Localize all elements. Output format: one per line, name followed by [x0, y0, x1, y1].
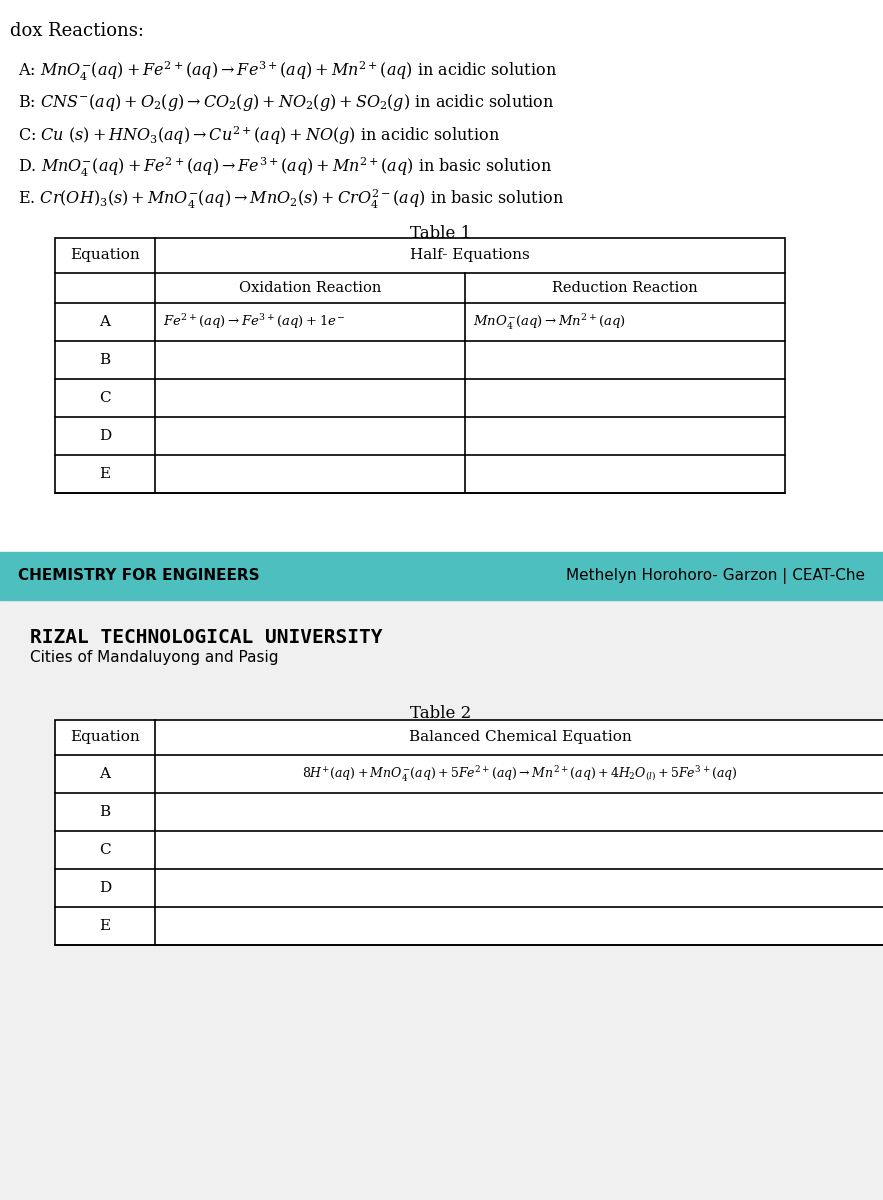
- Text: A: A: [100, 314, 110, 329]
- Text: dox Reactions:: dox Reactions:: [10, 22, 144, 40]
- Bar: [55, 720, 883, 946]
- Text: CHEMISTRY FOR ENGINEERS: CHEMISTRY FOR ENGINEERS: [18, 569, 260, 583]
- Text: Oxidation Reaction: Oxidation Reaction: [238, 281, 381, 295]
- Bar: [0, 0, 883, 600]
- Text: D. $MnO_4^{-}(aq) + Fe^{2+}(aq) \rightarrow Fe^{3+}(aq) + Mn^{2+}(aq)$ in basic : D. $MnO_4^{-}(aq) + Fe^{2+}(aq) \rightar…: [18, 156, 552, 179]
- Text: D: D: [99, 428, 111, 443]
- Text: C: C: [99, 391, 110, 404]
- Bar: [0, 600, 883, 1200]
- Text: $8H^{+}(aq) + MnO_4^{-}(aq) + 5Fe^{2+}(aq) \rightarrow Mn^{2+}(aq) + 4H_2O_{(l)}: $8H^{+}(aq) + MnO_4^{-}(aq) + 5Fe^{2+}(a…: [302, 764, 738, 784]
- Text: B: B: [100, 805, 110, 818]
- Text: Reduction Reaction: Reduction Reaction: [552, 281, 698, 295]
- Text: A: $MnO_4^{-}(aq) + Fe^{2+}(aq) \rightarrow Fe^{3+}(aq) + Mn^{2+}(aq)$ in acidic: A: $MnO_4^{-}(aq) + Fe^{2+}(aq) \rightar…: [18, 60, 557, 83]
- Text: D: D: [99, 881, 111, 895]
- Text: A: A: [100, 767, 110, 781]
- Text: Table 2: Table 2: [411, 704, 472, 722]
- Text: Equation: Equation: [70, 248, 140, 263]
- Text: Methelyn Horohoro- Garzon | CEAT-Che: Methelyn Horohoro- Garzon | CEAT-Che: [566, 568, 865, 584]
- Text: E. $Cr(OH)_3(s) + MnO_4^{-}(aq) \rightarrow MnO_2(s) + CrO_4^{2-}(aq)$ in basic : E. $Cr(OH)_3(s) + MnO_4^{-}(aq) \rightar…: [18, 188, 564, 211]
- Text: E: E: [100, 919, 110, 934]
- Text: Table 1: Table 1: [411, 226, 472, 242]
- Text: Equation: Equation: [70, 731, 140, 744]
- Text: Balanced Chemical Equation: Balanced Chemical Equation: [409, 731, 631, 744]
- Text: Cities of Mandaluyong and Pasig: Cities of Mandaluyong and Pasig: [30, 650, 278, 665]
- Text: Half- Equations: Half- Equations: [410, 248, 530, 263]
- Text: C: $Cu\ (s) + HNO_3(aq) \rightarrow Cu^{2+}(aq) + NO(g)$ in acidic solution: C: $Cu\ (s) + HNO_3(aq) \rightarrow Cu^{…: [18, 124, 500, 146]
- Text: B: B: [100, 353, 110, 367]
- Text: E: E: [100, 467, 110, 481]
- Text: $Fe^{2+}(aq) \rightarrow Fe^{3+}(aq) + 1e^{-}$: $Fe^{2+}(aq) \rightarrow Fe^{3+}(aq) + 1…: [163, 312, 344, 331]
- Bar: [0, 552, 883, 600]
- Bar: [55, 238, 785, 493]
- Text: C: C: [99, 842, 110, 857]
- Text: B: $CNS^{-}(aq) + O_2(g) \rightarrow CO_2(g) + NO_2(g) + SO_2(g)$ in acidic solu: B: $CNS^{-}(aq) + O_2(g) \rightarrow CO_…: [18, 92, 555, 113]
- Text: RIZAL TECHNOLOGICAL UNIVERSITY: RIZAL TECHNOLOGICAL UNIVERSITY: [30, 628, 382, 647]
- Text: $MnO_4^{-}(aq) \rightarrow Mn^{2+}(aq)$: $MnO_4^{-}(aq) \rightarrow Mn^{2+}(aq)$: [473, 312, 626, 331]
